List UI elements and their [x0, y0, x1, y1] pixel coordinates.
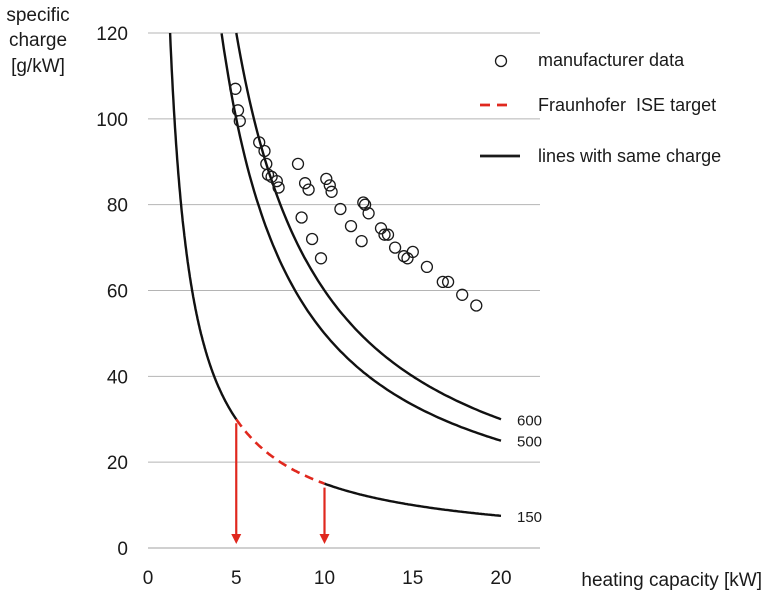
- data-point-11: [291, 157, 305, 171]
- y-tick-label-120: 120: [96, 24, 128, 45]
- data-point-32: [406, 245, 419, 259]
- tick-labels: 0 5 10 15 20 0 20 40 60 80 100 120: [96, 24, 511, 589]
- data-point-34: [436, 275, 449, 289]
- y-tick-label-100: 100: [96, 110, 128, 131]
- x-tick-label-10: 10: [314, 568, 335, 589]
- charge-curves: 600 500 150: [168, 32, 542, 526]
- data-point-35: [441, 275, 455, 289]
- data-point-5: [258, 144, 271, 158]
- x-axis-label: heating capacity [kW]: [581, 570, 762, 591]
- charge-line-label-150: 150: [517, 509, 542, 526]
- x-tick-label-20: 20: [490, 568, 511, 589]
- data-point-18: [323, 179, 336, 192]
- data-point-29: [388, 241, 402, 254]
- data-point-27: [378, 228, 391, 241]
- x-tick-label-5: 5: [231, 568, 242, 589]
- charge-line-150-seg-2: [324, 482, 502, 517]
- target-arrow-head-10: [319, 534, 330, 544]
- data-point-19: [325, 185, 338, 198]
- x-tick-label-0: 0: [143, 568, 154, 589]
- charge-line-label-600: 600: [517, 412, 542, 429]
- data-point-33: [420, 260, 434, 274]
- target-arrow-head-5: [231, 534, 242, 544]
- charge-line-label-500: 500: [517, 434, 542, 451]
- y-axis-label-line-3: [g/kW]: [11, 56, 65, 77]
- legend-label-charge-lines: lines with same charge: [538, 146, 721, 166]
- x-tick-label-15: 15: [402, 568, 423, 589]
- manufacturer-points: [229, 82, 483, 312]
- y-axis-label-line-2: charge: [9, 30, 67, 51]
- data-point-23: [357, 196, 370, 209]
- data-point-22: [355, 234, 368, 248]
- charge-line-500: [220, 33, 502, 442]
- charge-line-600: [235, 32, 502, 421]
- data-point-1: [229, 82, 242, 95]
- legend: manufacturer data Fraunhofer ISE target …: [480, 50, 721, 166]
- data-point-37: [470, 299, 483, 312]
- data-point-3: [233, 114, 246, 128]
- data-point-21: [344, 219, 358, 233]
- y-tick-label-80: 80: [107, 196, 128, 217]
- charge-line-150-seg-1: [168, 32, 238, 420]
- y-tick-label-40: 40: [107, 367, 128, 388]
- data-point-16: [314, 252, 328, 265]
- y-tick-label-60: 60: [107, 282, 128, 303]
- data-point-26: [374, 222, 388, 235]
- data-point-17: [320, 172, 333, 186]
- data-point-13: [302, 183, 315, 196]
- target-dashed-line: [235, 418, 325, 485]
- y-tick-label-20: 20: [107, 453, 128, 474]
- data-point-36: [456, 288, 469, 301]
- y-tick-label-0: 0: [117, 539, 128, 560]
- data-point-25: [362, 207, 375, 220]
- legend-marker-manufacturer-data: [494, 54, 508, 68]
- data-point-14: [295, 211, 308, 224]
- target-series: [231, 418, 330, 544]
- data-point-10: [272, 181, 285, 194]
- data-point-15: [305, 232, 319, 246]
- data-point-12: [298, 177, 312, 190]
- data-point-28: [381, 228, 395, 241]
- gridlines: [148, 32, 540, 463]
- legend-label-target: Fraunhofer ISE target: [538, 95, 716, 115]
- data-point-24: [358, 198, 372, 211]
- y-axis-label-line-1: specific: [6, 5, 69, 26]
- legend-label-manufacturer-data: manufacturer data: [538, 50, 685, 70]
- data-point-9: [270, 174, 283, 188]
- data-point-20: [334, 202, 347, 216]
